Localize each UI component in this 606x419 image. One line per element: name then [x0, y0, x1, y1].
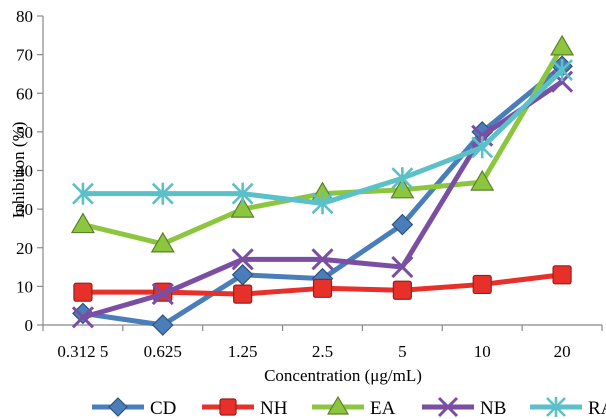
y-tick-labels: 0 10 20 30 40 50 60 70 80	[16, 7, 33, 335]
data-point-cd	[391, 213, 414, 236]
legend-item-nh[interactable]: NH	[202, 398, 288, 419]
x-tick-label: 0.625	[144, 342, 182, 361]
x-tick-label: 0.312 5	[57, 342, 108, 361]
x-tick-label: 5	[398, 342, 407, 361]
legend-label: RA	[588, 398, 606, 419]
axes	[37, 15, 603, 331]
data-point-ra	[551, 59, 573, 82]
legend[interactable]: CD NH EA NB RA	[92, 395, 606, 419]
data-point-nh	[552, 265, 572, 285]
legend-label: NB	[480, 398, 506, 419]
data-point-nb	[71, 306, 94, 329]
data-point-nb	[311, 248, 334, 271]
data-point-nh	[312, 278, 333, 298]
data-point-ea	[70, 212, 95, 234]
data-point-nh	[392, 280, 412, 300]
y-tick-label: 60	[16, 84, 33, 103]
y-tick-label: 80	[16, 7, 33, 26]
x-tick-label: 2.5	[312, 342, 333, 361]
data-point-ra	[72, 182, 94, 205]
x-tick-label: 1.25	[228, 342, 258, 361]
x-axis-title: Concentration (μg/mL)	[264, 366, 422, 385]
legend-label: EA	[370, 398, 396, 419]
legend-item-nb[interactable]: NB	[422, 396, 506, 419]
series-nb	[71, 70, 574, 329]
data-point-ra	[231, 182, 254, 205]
legend-item-ra[interactable]: RA	[530, 397, 606, 419]
legend-marker-cd	[108, 397, 128, 417]
data-point-cd	[151, 314, 174, 336]
y-tick-label: 0	[25, 316, 34, 335]
legend-label: NH	[260, 398, 288, 419]
legend-item-ea[interactable]: EA	[312, 395, 396, 419]
y-tick-label: 20	[16, 239, 33, 258]
x-tick-label: 20	[554, 342, 571, 361]
data-point-ea	[230, 196, 255, 218]
legend-item-cd[interactable]: CD	[92, 397, 176, 419]
legend-marker-ea	[326, 395, 350, 415]
y-tick-label: 30	[16, 200, 33, 219]
legend-label: CD	[150, 398, 176, 419]
data-point-ra	[311, 192, 334, 215]
data-point-nb	[151, 283, 174, 306]
data-point-ra	[391, 167, 414, 190]
series-ea	[70, 34, 575, 253]
legend-marker-nh	[219, 398, 237, 416]
legend-marker-ra	[546, 397, 566, 417]
data-point-ea	[550, 34, 575, 56]
y-tick-label: 50	[16, 123, 33, 142]
y-tick-label: 10	[16, 277, 33, 296]
data-point-nh	[73, 282, 93, 302]
data-point-ra	[471, 136, 494, 159]
data-point-nh	[472, 274, 492, 295]
x-tick-label: 10	[474, 342, 491, 361]
y-axis-title: Inhibition (%)	[9, 122, 28, 219]
y-tick-label: 40	[16, 162, 33, 181]
series-cd	[72, 55, 573, 336]
data-point-nh	[233, 284, 253, 304]
data-point-ra	[151, 182, 174, 205]
data-point-nb	[391, 256, 414, 279]
x-tick-labels: 0.312 5 0.625 1.25 2.5 5 10 20	[57, 342, 570, 361]
data-point-ea	[470, 169, 495, 191]
data-point-ea	[150, 231, 175, 253]
series-group	[70, 34, 575, 336]
data-point-nb	[231, 248, 254, 271]
series-ra	[72, 59, 573, 215]
legend-marker-nb	[437, 396, 459, 418]
y-tick-label: 70	[16, 46, 33, 65]
